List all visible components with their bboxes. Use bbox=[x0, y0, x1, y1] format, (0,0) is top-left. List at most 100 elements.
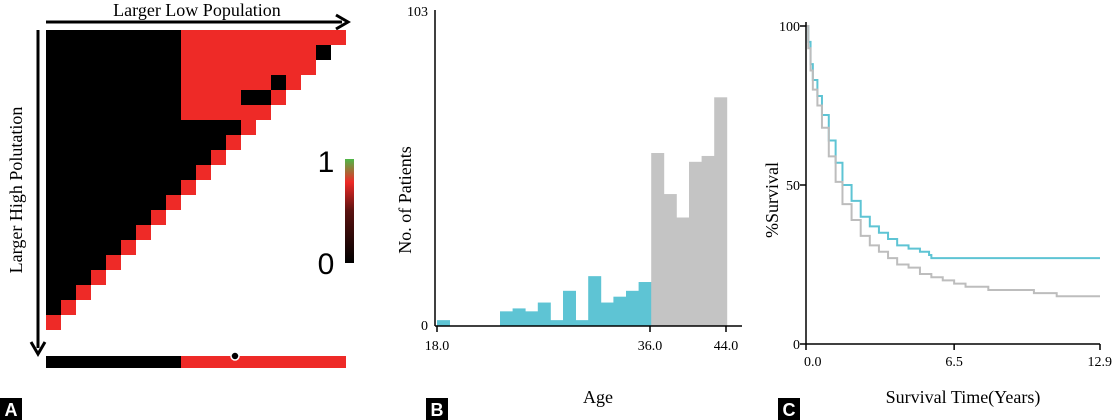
matrix-cell bbox=[76, 150, 91, 165]
matrix-cell bbox=[316, 45, 331, 60]
matrix-cell bbox=[61, 165, 76, 180]
matrix-cell bbox=[46, 240, 61, 255]
matrix-cell bbox=[166, 90, 181, 105]
matrix-cell bbox=[46, 30, 61, 45]
matrix-cell bbox=[91, 240, 106, 255]
matrix-cell bbox=[76, 45, 91, 60]
matrix-cell bbox=[76, 225, 91, 240]
matrix-cell bbox=[151, 75, 166, 90]
matrix-cell bbox=[46, 315, 61, 330]
matrix-cell bbox=[331, 30, 346, 45]
matrix-cell bbox=[121, 30, 136, 45]
matrix-cell bbox=[166, 135, 181, 150]
matrix-cell bbox=[46, 90, 61, 105]
matrix-cell bbox=[241, 60, 256, 75]
histogram-bar bbox=[525, 311, 539, 326]
matrix-cell bbox=[151, 60, 166, 75]
matrix-cell bbox=[121, 45, 136, 60]
matrix-cell bbox=[226, 135, 241, 150]
matrix-cell bbox=[106, 240, 121, 255]
matrix-cell bbox=[106, 90, 121, 105]
axis-ticks: 0.0 6.5 12.9 0 50 100 bbox=[779, 20, 1112, 370]
matrix-cell bbox=[196, 150, 211, 165]
histogram-bar bbox=[689, 161, 702, 326]
matrix-cell bbox=[61, 180, 76, 195]
matrix-cell bbox=[166, 150, 181, 165]
matrix-cell bbox=[76, 270, 91, 285]
matrix-cell bbox=[76, 75, 91, 90]
matrix-cell bbox=[121, 225, 136, 240]
matrix-cell bbox=[151, 90, 166, 105]
matrix-cell bbox=[91, 135, 106, 150]
bottom-color-bar bbox=[46, 351, 346, 368]
matrix-cell bbox=[76, 195, 91, 210]
y-tick-label: 100 bbox=[779, 20, 800, 35]
axis-ticks: 18.0 36.0 44.0 0 103 bbox=[407, 5, 738, 354]
histogram-bar bbox=[575, 320, 589, 326]
matrix-cell bbox=[211, 105, 226, 120]
matrix-cell bbox=[46, 255, 61, 270]
y-axis-label: No. of Patients bbox=[395, 146, 415, 254]
matrix-cell bbox=[61, 75, 76, 90]
matrix-cell bbox=[76, 135, 91, 150]
matrix-cell bbox=[166, 60, 181, 75]
matrix-cell bbox=[181, 150, 196, 165]
matrix-cell bbox=[211, 150, 226, 165]
y-tick-label: 0 bbox=[421, 319, 428, 334]
matrix-cell bbox=[76, 180, 91, 195]
matrix-cell bbox=[106, 120, 121, 135]
y-tick-label: 103 bbox=[407, 5, 428, 20]
matrix-cell bbox=[181, 105, 196, 120]
matrix-cell bbox=[46, 75, 61, 90]
matrix-cell bbox=[211, 135, 226, 150]
matrix-cell bbox=[46, 135, 61, 150]
matrix-cell bbox=[181, 120, 196, 135]
matrix-cell bbox=[181, 60, 196, 75]
scale-max-label: 1 bbox=[318, 146, 335, 179]
matrix-cell bbox=[196, 105, 211, 120]
matrix-cell bbox=[136, 90, 151, 105]
matrix-cell bbox=[61, 270, 76, 285]
matrix-cell bbox=[76, 255, 91, 270]
matrix-cell bbox=[121, 135, 136, 150]
panel-a: Larger Low Population Larger High Poluta… bbox=[0, 0, 354, 420]
histogram-bar bbox=[676, 217, 690, 326]
matrix-cell bbox=[136, 75, 151, 90]
matrix-cell bbox=[166, 120, 181, 135]
matrix-cell bbox=[46, 120, 61, 135]
survival-series-line bbox=[806, 25, 1100, 298]
panel-c: 0.0 6.5 12.9 0 50 100 %Survival Survival Time… bbox=[762, 20, 1112, 420]
matrix-cell bbox=[166, 45, 181, 60]
histogram-bar bbox=[437, 320, 450, 326]
matrix-cell bbox=[151, 150, 166, 165]
matrix-cell bbox=[211, 75, 226, 90]
panel-c-letter: C bbox=[783, 400, 796, 420]
matrix-cell bbox=[46, 60, 61, 75]
matrix-cell bbox=[226, 105, 241, 120]
matrix-cell bbox=[61, 90, 76, 105]
matrix-cell bbox=[286, 60, 301, 75]
matrix-cell bbox=[211, 45, 226, 60]
matrix-cell bbox=[256, 75, 271, 90]
matrix-cell bbox=[76, 90, 91, 105]
matrix-cell bbox=[106, 225, 121, 240]
panel-c-letter-box bbox=[778, 398, 800, 420]
matrix-cell bbox=[106, 180, 121, 195]
matrix-cell bbox=[196, 30, 211, 45]
matrix-cell bbox=[121, 150, 136, 165]
x-axis-label: Survival Time(Years) bbox=[886, 387, 1041, 408]
matrix-cell bbox=[136, 225, 151, 240]
matrix-cell bbox=[61, 225, 76, 240]
matrix-cell bbox=[226, 75, 241, 90]
panel-a-letter: A bbox=[5, 400, 18, 420]
matrix-cell bbox=[271, 90, 286, 105]
matrix-cell bbox=[271, 30, 286, 45]
y-axis-label: %Survival bbox=[762, 162, 782, 238]
matrix-cell bbox=[46, 150, 61, 165]
matrix-cell bbox=[136, 210, 151, 225]
matrix-cell bbox=[241, 105, 256, 120]
matrix-cell bbox=[151, 210, 166, 225]
matrix-cell bbox=[181, 180, 196, 195]
matrix-cell bbox=[166, 30, 181, 45]
